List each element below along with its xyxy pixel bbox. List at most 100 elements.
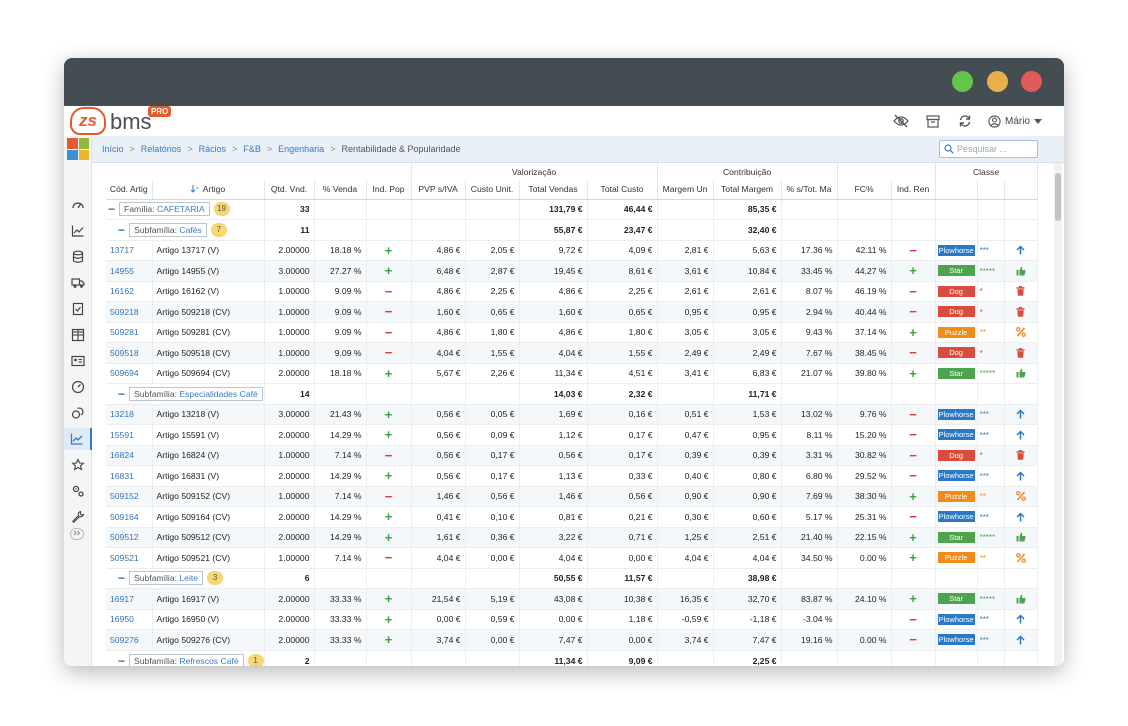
table-row[interactable]: 15591 Artigo 15591 (V) 2.00000 14.29 % +0,56…: [106, 424, 1038, 445]
percent-icon[interactable]: [1009, 327, 1033, 338]
column-header-tc[interactable]: Total Custo: [587, 180, 658, 200]
sidebar-item-settings[interactable]: [64, 480, 92, 502]
article-code-link[interactable]: 14955: [106, 260, 153, 281]
article-code-link[interactable]: 509276: [106, 629, 153, 650]
table-row[interactable]: 16917 Artigo 16917 (V) 2.00000 33.33 % +21,5…: [106, 588, 1038, 609]
subfamily-row[interactable]: − Subfamília: Leite 3 6 50,55 €11,57 €38,98 …: [106, 567, 1038, 589]
sidebar-item-grid[interactable]: [64, 324, 92, 346]
column-header-ren[interactable]: Ind. Ren: [891, 180, 936, 200]
group-cell[interactable]: − Subfamília: Leite 3: [106, 567, 265, 589]
sidebar-item-database[interactable]: [64, 246, 92, 268]
arrow-up-icon[interactable]: [1009, 512, 1033, 522]
collapse-group-icon[interactable]: −: [108, 202, 116, 217]
column-header-mu[interactable]: Margem Un: [657, 180, 714, 200]
trash-icon[interactable]: [1009, 450, 1033, 461]
column-header-cod[interactable]: Cód. Artig: [106, 180, 153, 200]
sidebar-item-chart[interactable]: [64, 220, 92, 242]
table-row[interactable]: 509164 Artigo 509164 (CV) 2.00000 14.29 % +0…: [106, 506, 1038, 527]
table-row[interactable]: 16162 Artigo 16162 (V) 1.00000 9.09 % − 4,86 …: [106, 280, 1038, 302]
column-header-pvp[interactable]: PVP s/IVA: [411, 180, 466, 200]
family-row[interactable]: − Família: CAFETARIA 19 33 131,79 €46,44 €85…: [106, 198, 1038, 220]
subfamily-row[interactable]: −Subfamília: Especialidades Café814 14,03…: [106, 383, 1038, 404]
thumbs-up-icon[interactable]: [1009, 594, 1033, 604]
column-header-venda[interactable]: % Venda: [314, 180, 367, 200]
search-box[interactable]: [939, 140, 1038, 158]
table-row[interactable]: 509218 Artigo 509218 (CV) 1.00000 9.09 % − 1,…: [106, 301, 1038, 322]
trash-icon[interactable]: [1009, 286, 1033, 297]
table-row[interactable]: 509694 Artigo 509694 (CV) 2.00000 18.18 % +5…: [106, 362, 1038, 384]
sidebar-item-checklist[interactable]: [64, 298, 92, 320]
scrollbar-thumb[interactable]: [1055, 173, 1061, 221]
thumbs-up-icon[interactable]: [1009, 266, 1033, 276]
sidebar-item-wrench[interactable]: [64, 506, 92, 528]
table-row[interactable]: 16831 Artigo 16831 (V) 2.00000 14.29 % +0,56…: [106, 465, 1038, 486]
maximize-button[interactable]: [952, 71, 973, 92]
column-header-pop[interactable]: Ind. Pop: [366, 180, 412, 200]
group-cell[interactable]: − Subfamília: Cafés 7: [106, 219, 265, 240]
article-code-link[interactable]: 509521: [106, 547, 153, 568]
column-header-artigo[interactable]: A Artigo: [152, 180, 265, 200]
collapse-group-icon[interactable]: −: [118, 571, 126, 586]
sidebar-item-star[interactable]: [64, 454, 92, 476]
article-code-link[interactable]: 509218: [106, 301, 153, 322]
table-row[interactable]: 13218 Artigo 13218 (V) 3.00000 21.43 % +0,56…: [106, 403, 1038, 425]
column-header-tm[interactable]: Total Margem: [713, 180, 782, 200]
table-row[interactable]: 509281 Artigo 509281 (CV) 1.00000 9.09 % − 4,…: [106, 321, 1038, 343]
arrow-up-icon[interactable]: [1009, 409, 1033, 419]
minimize-button[interactable]: [987, 71, 1008, 92]
group-cell[interactable]: −Subfamília: Especialidades Café8: [106, 383, 265, 404]
article-code-link[interactable]: 16917: [106, 588, 153, 609]
column-header-fc[interactable]: FC%: [837, 180, 892, 200]
refresh-icon[interactable]: [956, 112, 974, 130]
sidebar-item-id-card[interactable]: [64, 350, 92, 372]
breadcrumb-racios[interactable]: Rácios: [198, 144, 227, 154]
thumbs-up-icon[interactable]: [1009, 532, 1033, 542]
collapse-group-icon[interactable]: −: [118, 386, 126, 401]
arrow-up-icon[interactable]: [1009, 614, 1033, 624]
sidebar-expand-button[interactable]: [70, 528, 84, 540]
group-cell[interactable]: − Subfamília: Refrescos Café 1: [106, 649, 265, 667]
arrow-up-icon[interactable]: [1009, 430, 1033, 440]
sidebar-item-truck[interactable]: [64, 272, 92, 294]
article-code-link[interactable]: 509164: [106, 506, 153, 527]
article-code-link[interactable]: 16162: [106, 280, 153, 302]
percent-icon[interactable]: [1009, 552, 1033, 563]
group-cell[interactable]: − Família: CAFETARIA 19: [106, 198, 265, 220]
column-header-stm[interactable]: % s/Tot. Ma: [781, 180, 838, 200]
trash-icon[interactable]: [1009, 347, 1033, 358]
article-code-link[interactable]: 15591: [106, 424, 153, 445]
article-code-link[interactable]: 509281: [106, 321, 153, 343]
breadcrumb-fnb[interactable]: F&B: [243, 144, 261, 154]
column-header-qtd[interactable]: Qtd. Vnd.: [264, 180, 315, 200]
article-code-link[interactable]: 16950: [106, 608, 153, 630]
table-row[interactable]: 16824 Artigo 16824 (V) 1.00000 7.14 % − 0,56 …: [106, 444, 1038, 466]
article-code-link[interactable]: 509518: [106, 342, 153, 363]
breadcrumb-relatorios[interactable]: Relatórios: [140, 144, 182, 154]
table-row[interactable]: 14955 Artigo 14955 (V) 3.00000 27.27 % +6,48…: [106, 260, 1038, 281]
collapse-group-icon[interactable]: −: [118, 653, 126, 667]
article-code-link[interactable]: 13218: [106, 403, 153, 425]
article-code-link[interactable]: 13717: [106, 239, 153, 261]
table-row[interactable]: 509152 Artigo 509152 (CV) 1.00000 7.14 % − 1,…: [106, 485, 1038, 507]
user-menu[interactable]: Mário: [988, 114, 1042, 128]
table-row[interactable]: 509518 Artigo 509518 (CV) 1.00000 9.09 % − 4,…: [106, 342, 1038, 363]
table-row[interactable]: 509521 Artigo 509521 (CV) 1.00000 7.14 % − 4,…: [106, 547, 1038, 568]
table-row[interactable]: 509276 Artigo 509276 (CV) 2.00000 33.33 % +3…: [106, 629, 1038, 650]
logo[interactable]: zs bms PRO: [70, 106, 172, 137]
apps-grid-icon[interactable]: [67, 138, 89, 160]
article-code-link[interactable]: 509694: [106, 362, 153, 384]
arrow-up-icon[interactable]: [1009, 245, 1033, 255]
arrow-up-icon[interactable]: [1009, 635, 1033, 645]
article-code-link[interactable]: 509512: [106, 526, 153, 548]
sidebar-item-speedometer[interactable]: [64, 376, 92, 398]
eye-off-icon[interactable]: [892, 112, 910, 130]
table-row[interactable]: 16950 Artigo 16950 (V) 2.00000 33.33 % +0,00…: [106, 608, 1038, 630]
article-code-link[interactable]: 16824: [106, 444, 153, 466]
table-row[interactable]: 509512 Artigo 509512 (CV) 2.00000 14.29 % +1…: [106, 526, 1038, 548]
column-header-tv[interactable]: Total Vendas: [519, 180, 588, 200]
archive-icon[interactable]: [924, 112, 942, 130]
breadcrumb-engenharia[interactable]: Engenharia: [278, 144, 325, 154]
table-row[interactable]: 13717 Artigo 13717 (V) 2.00000 18.18 % +4,86…: [106, 239, 1038, 261]
vertical-scrollbar[interactable]: [1054, 163, 1062, 666]
article-code-link[interactable]: 509152: [106, 485, 153, 507]
